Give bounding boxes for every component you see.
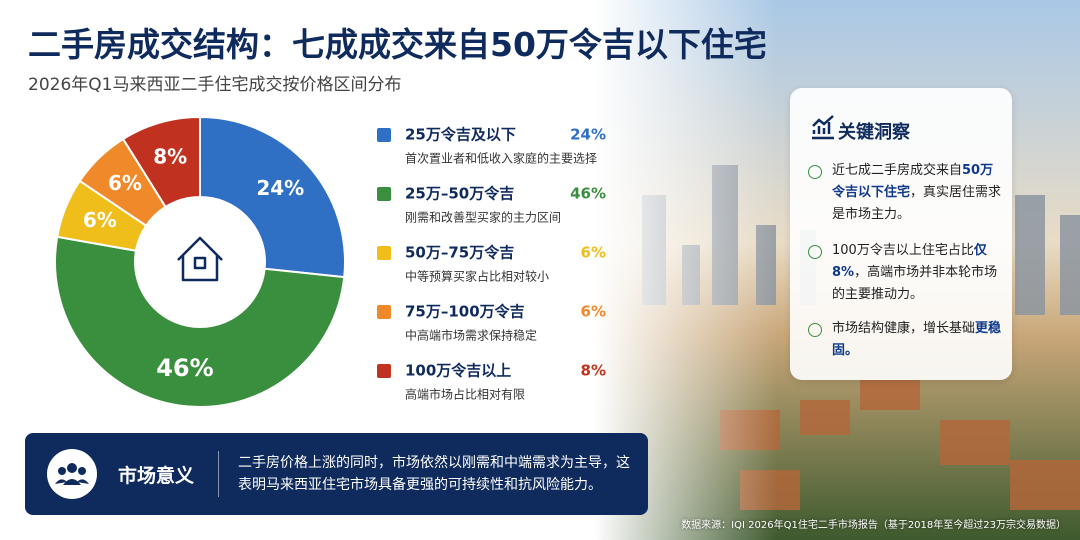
insight-panel: 关键洞察 近七成二手房成交来自50万令吉以下住宅，真实居住需求是市场主力。 100…	[790, 88, 1012, 380]
subtitle: 2026年Q1马来西亚二手住宅成交按价格区间分布	[28, 75, 402, 95]
legend-description: 中等预算买家占比相对较小	[405, 269, 549, 284]
legend-swatch	[377, 364, 391, 378]
legend-swatch	[377, 187, 391, 201]
separator	[218, 451, 219, 497]
legend-value: 24%	[570, 126, 606, 144]
insight-highlight: 50万令吉以下住宅	[832, 163, 994, 200]
donut-hole	[134, 196, 266, 328]
insight-highlight: 更稳固。	[832, 321, 1002, 358]
insight-text: ，高端市场并非本轮市场的主要推动力。	[832, 265, 998, 302]
chart-icon	[812, 115, 834, 140]
legend-swatch	[377, 128, 391, 142]
legend-label: 100万令吉以上	[405, 362, 511, 380]
insight-text: 100万令吉以上住宅占比	[832, 243, 974, 258]
house-icon	[177, 236, 223, 282]
check-icon	[808, 165, 822, 179]
slice-label: 24%	[256, 176, 304, 200]
source: 数据来源：IQI 2026年Q1住宅二手市场报告（基于2018年至今超过23万宗…	[681, 520, 1066, 531]
legend-label: 25万–50万令吉	[405, 185, 514, 203]
legend-description: 中高端市场需求保持稳定	[405, 328, 537, 343]
legend-swatch	[377, 246, 391, 260]
legend-value: 8%	[581, 362, 606, 380]
legend-label: 25万令吉及以下	[405, 126, 516, 144]
slice-label: 46%	[156, 354, 213, 382]
insight-highlight: 仅8%	[832, 243, 987, 280]
people-icon	[47, 449, 97, 499]
slice-label: 8%	[153, 145, 187, 169]
insight-text: 近七成二手房成交来自	[832, 163, 963, 178]
insight: 100万令吉以上住宅占比仅8%，高端市场并非本轮市场的主要推动力。	[832, 240, 1002, 306]
insight: 市场结构健康，增长基础更稳固。	[832, 318, 1002, 362]
legend-value: 6%	[581, 244, 606, 262]
legend: 25万令吉及以下 24% 首次置业者和低收入家庭的主要选择 25万–50万令吉 46% 刚…	[377, 126, 606, 402]
legend-description: 首次置业者和低收入家庭的主要选择	[405, 151, 597, 166]
legend-value: 6%	[581, 303, 606, 321]
check-icon	[808, 245, 822, 259]
slice-label: 6%	[83, 208, 117, 232]
slice-label: 6%	[108, 171, 142, 195]
legend-value: 46%	[570, 185, 606, 203]
significance-title: 市场意义	[118, 465, 195, 487]
insight-text: ，真实居住需求是市场主力。	[832, 185, 1002, 222]
legend-description: 刚需和改善型买家的主力区间	[405, 210, 561, 225]
check-icon	[808, 323, 822, 337]
significance-text: 二手房价格上涨的同时，市场依然以刚需和中端需求为主导，这表明马来西亚住宅市场具备…	[238, 455, 630, 493]
significance-box: 市场意义 二手房价格上涨的同时，市场依然以刚需和中端需求为主导，这表明马来西亚住…	[25, 433, 648, 515]
insight-text: 市场结构健康，增长基础	[832, 321, 976, 336]
panel-title: 关键洞察	[838, 122, 910, 143]
legend-description: 高端市场占比相对有限	[405, 387, 525, 402]
legend-swatch	[377, 305, 391, 319]
title: 二手房成交结构：七成成交来自50万令吉以下住宅	[28, 25, 767, 64]
insight: 近七成二手房成交来自50万令吉以下住宅，真实居住需求是市场主力。	[832, 160, 1002, 226]
legend-label: 50万–75万令吉	[405, 244, 514, 262]
legend-label: 75万–100万令吉	[405, 303, 525, 321]
